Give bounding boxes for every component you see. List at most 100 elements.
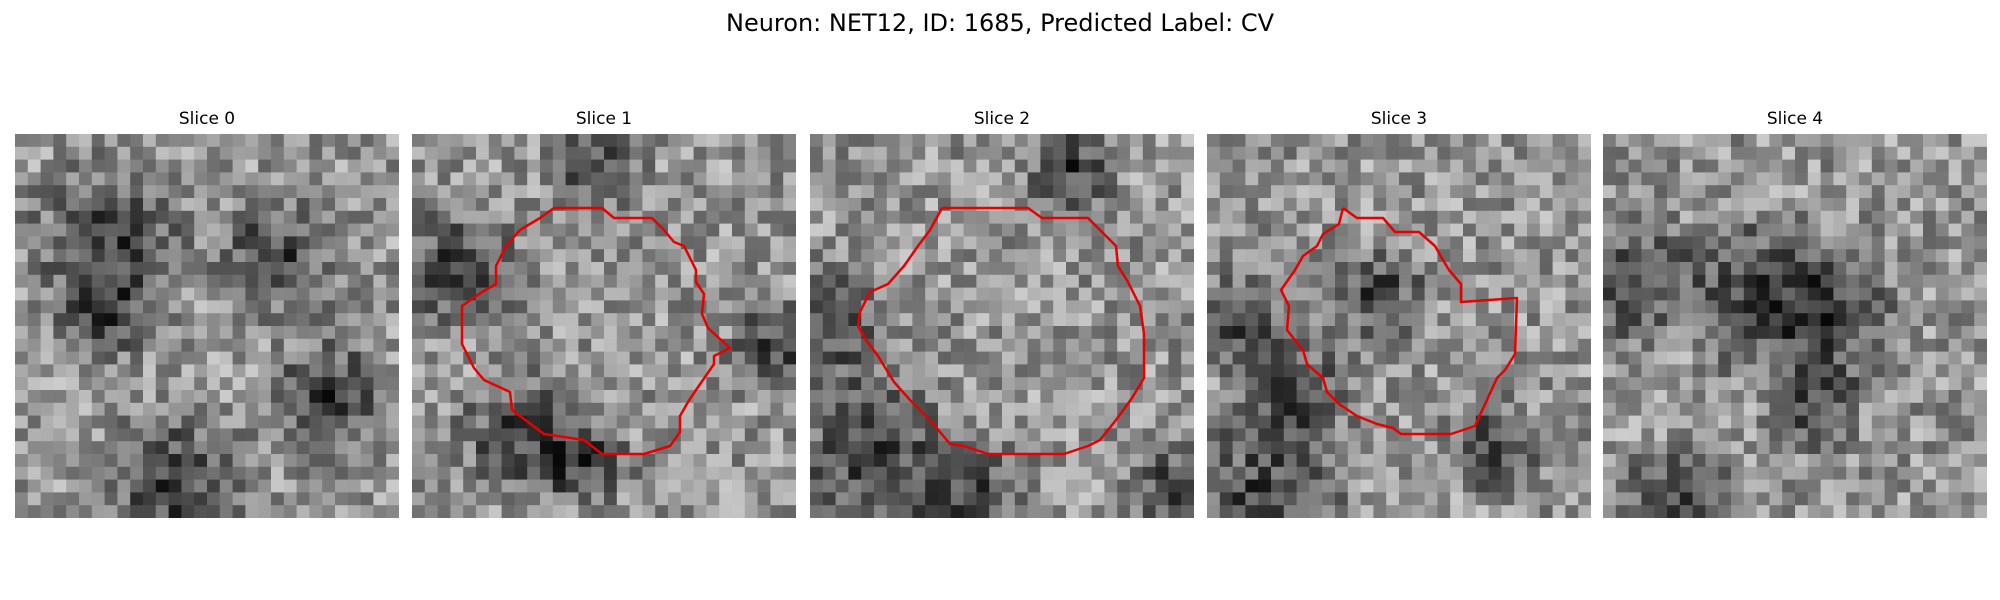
pixel — [1258, 402, 1272, 417]
pixel — [540, 223, 554, 237]
pixel — [347, 454, 362, 468]
pixel — [899, 415, 913, 429]
pixel — [424, 326, 439, 340]
pixel — [629, 249, 643, 263]
pixel — [1578, 287, 1591, 301]
pixel — [1552, 159, 1566, 173]
pixel — [1066, 172, 1080, 186]
pixel — [1514, 454, 1528, 468]
pixel — [822, 326, 837, 340]
pixel — [27, 236, 42, 250]
pixel — [757, 390, 771, 404]
pixel — [783, 505, 796, 518]
pixel — [810, 198, 824, 212]
pixel — [810, 262, 824, 276]
pixel — [104, 223, 118, 237]
pixel — [1539, 454, 1554, 468]
pixel — [437, 351, 451, 365]
pixel — [693, 249, 707, 263]
pixel — [744, 505, 759, 518]
pixel — [770, 492, 784, 506]
pixel — [1961, 377, 1975, 391]
pixel — [501, 505, 515, 518]
pixel — [476, 492, 490, 506]
pixel — [552, 505, 567, 518]
pixel — [1910, 236, 1924, 250]
pixel — [1501, 185, 1515, 199]
pixel — [271, 262, 285, 276]
pixel — [757, 185, 771, 199]
pixel — [1578, 326, 1591, 340]
pixel — [1450, 441, 1464, 455]
pixel — [168, 364, 182, 378]
pixel — [1628, 146, 1642, 161]
pixel — [1578, 134, 1591, 148]
pixel — [66, 390, 80, 404]
pixel — [1910, 326, 1924, 340]
pixel — [53, 274, 67, 289]
pixel — [258, 351, 272, 365]
pixel — [424, 159, 439, 173]
pixel — [53, 351, 67, 365]
pixel — [1910, 313, 1924, 327]
pixel — [527, 402, 541, 417]
pixel — [1961, 287, 1975, 301]
pixel — [540, 287, 554, 301]
pixel — [668, 223, 682, 237]
pixel — [770, 300, 784, 314]
pixel — [373, 479, 387, 493]
pixel — [1565, 134, 1579, 148]
pixel — [283, 300, 298, 314]
pixel — [1219, 364, 1234, 378]
pixel — [744, 262, 759, 276]
pixel — [283, 364, 298, 378]
pixel — [1168, 300, 1182, 314]
pixel — [719, 466, 733, 481]
pixel — [40, 364, 54, 378]
pixel — [1245, 492, 1259, 506]
pixel — [1053, 185, 1067, 199]
pixel — [360, 441, 374, 455]
pixel — [1053, 364, 1067, 378]
pixel — [989, 351, 1003, 365]
pixel — [1846, 479, 1860, 493]
pixel — [15, 159, 29, 173]
pixel — [1961, 313, 1975, 327]
pixel — [1386, 466, 1400, 481]
pixel — [1488, 441, 1502, 455]
pixel — [1718, 185, 1732, 199]
pixel — [219, 300, 234, 314]
pixel — [1603, 454, 1617, 468]
pixel — [938, 236, 952, 250]
pixel — [1091, 159, 1105, 173]
pixel — [642, 274, 656, 289]
pixel — [424, 287, 439, 301]
pixel — [540, 479, 554, 493]
pixel — [976, 454, 990, 468]
pixel — [1871, 210, 1886, 225]
pixel — [1743, 479, 1758, 493]
pixel — [1207, 313, 1221, 327]
pixel — [1463, 300, 1477, 314]
pixel — [1692, 402, 1706, 417]
pixel — [1897, 249, 1911, 263]
pixel — [938, 300, 952, 314]
pixel — [706, 377, 720, 391]
pixel — [912, 428, 926, 442]
pixel — [296, 313, 310, 327]
pixel — [501, 415, 515, 429]
pixel — [783, 466, 796, 481]
pixel — [1411, 338, 1426, 353]
pixel — [15, 338, 29, 353]
pixel — [1014, 198, 1029, 212]
pixel — [861, 402, 875, 417]
pixel — [693, 402, 707, 417]
pixel — [1104, 287, 1118, 301]
pixel — [1795, 262, 1809, 276]
pixel — [1309, 134, 1323, 148]
pixel — [1910, 415, 1924, 429]
pixel — [1424, 274, 1438, 289]
pixel — [271, 351, 285, 365]
pixel — [232, 441, 246, 455]
pixel — [706, 287, 720, 301]
